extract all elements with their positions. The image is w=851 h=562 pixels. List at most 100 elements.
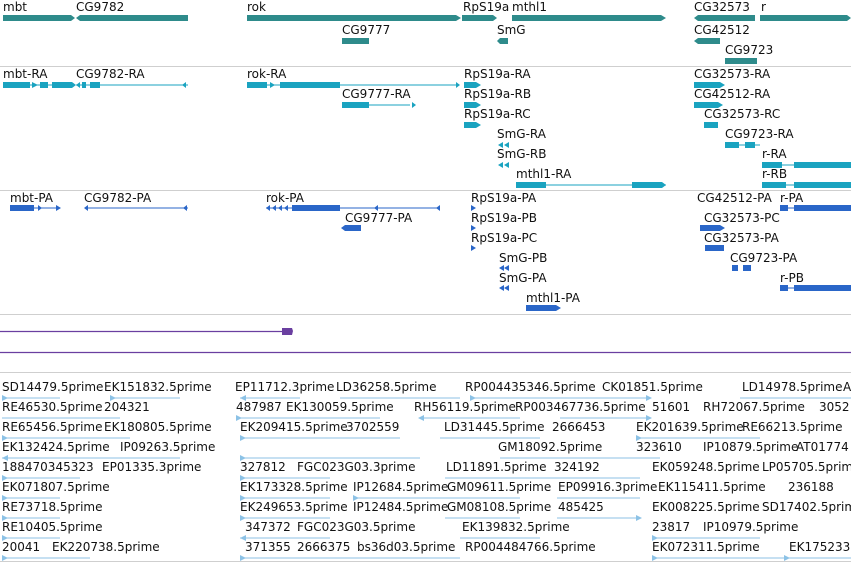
transcript-label[interactable]: CG9723-RA — [725, 127, 794, 141]
protein-label[interactable]: mbt-PA — [10, 191, 54, 205]
est-label[interactable]: CK01851.5prime — [602, 380, 703, 394]
transcript-label[interactable]: CG42512-RA — [694, 87, 771, 101]
est-label[interactable]: LD36258.5prime — [336, 380, 437, 394]
transcript-label[interactable]: CG9782-RA — [76, 67, 145, 81]
est-label[interactable]: EK132424.5prime — [2, 440, 110, 454]
transcript-label[interactable]: SmG-RA — [497, 127, 546, 141]
gene-label[interactable]: mthl1 — [512, 0, 547, 14]
est-label[interactable]: LD31445.5prime — [444, 420, 545, 434]
est-label[interactable]: 3702559 — [346, 420, 400, 434]
est-label[interactable]: 487987 — [236, 400, 282, 414]
gene-label[interactable]: RpS19a — [463, 0, 510, 14]
est-label[interactable]: 23817 — [652, 520, 691, 534]
transcript-label[interactable]: RpS19a-RA — [464, 67, 531, 81]
est-label[interactable]: RE65456.5prime — [2, 420, 103, 434]
est-label[interactable]: EK115411.5prime — [658, 480, 766, 494]
est-label[interactable]: AT01774 — [796, 440, 849, 454]
est-label[interactable]: RH56119.5prime — [414, 400, 516, 414]
est-label[interactable]: 324192 — [554, 460, 600, 474]
protein-label[interactable]: CG9723-PA — [730, 251, 798, 265]
est-label[interactable]: EK072311.5prime — [652, 540, 760, 554]
protein-label[interactable]: CG9777-PA — [345, 211, 413, 225]
est-label[interactable]: RE46530.5prime — [2, 400, 103, 414]
est-label[interactable]: RP004435346.5prime — [465, 380, 596, 394]
est-label[interactable]: RP003467736.5prime — [515, 400, 646, 414]
est-label[interactable]: EP11712.3prime — [235, 380, 335, 394]
est-label[interactable]: FGC023G03.5prime — [297, 520, 416, 534]
protein-label[interactable]: RpS19a-PA — [471, 191, 537, 205]
est-label[interactable]: IP10979.5prime — [703, 520, 799, 534]
est-label[interactable]: EK201639.5prime — [636, 420, 744, 434]
est-label[interactable]: SD14479.5prime — [2, 380, 104, 394]
protein-label[interactable]: CG42512-PA — [697, 191, 772, 205]
transcript-label[interactable]: CG9777-RA — [342, 87, 411, 101]
est-label[interactable]: 327812 — [240, 460, 286, 474]
protein-label[interactable]: r-PA — [780, 191, 804, 205]
est-label[interactable]: EK175233 — [789, 540, 851, 554]
transcript-label[interactable]: CG32573-RA — [694, 67, 771, 81]
transcript-label[interactable]: r-RA — [762, 147, 787, 161]
est-label[interactable]: EK249653.5prime — [240, 500, 348, 514]
est-label[interactable]: EK209415.5prime — [240, 420, 348, 434]
est-label[interactable]: EK180805.5prime — [104, 420, 212, 434]
transcript-label[interactable]: CG32573-RC — [704, 107, 781, 121]
est-label[interactable]: 20041 — [2, 540, 41, 554]
protein-label[interactable]: CG32573-PC — [704, 211, 780, 225]
est-label[interactable]: 204321 — [104, 400, 150, 414]
est-label[interactable]: LD14978.5prime — [742, 380, 843, 394]
protein-label[interactable]: RpS19a-PB — [471, 211, 537, 225]
gene-label[interactable]: CG9723 — [725, 43, 774, 57]
est-label[interactable]: EP01335.3prime — [102, 460, 202, 474]
est-label[interactable]: EK139832.5prime — [462, 520, 570, 534]
est-label[interactable]: EK059248.5prime — [652, 460, 760, 474]
est-label[interactable]: RE73718.5prime — [2, 500, 103, 514]
est-label[interactable]: RP004484766.5prime — [465, 540, 596, 554]
est-label[interactable]: EK220738.5prime — [52, 540, 160, 554]
gene-label[interactable]: CG9782 — [76, 0, 125, 14]
protein-label[interactable]: SmG-PB — [499, 251, 548, 265]
est-label[interactable]: A — [843, 380, 851, 394]
est-label[interactable]: EP09916.3prime — [558, 480, 658, 494]
gene-label[interactable]: mbt — [3, 0, 28, 14]
ruler-track[interactable] — [0, 328, 851, 354]
protein-label[interactable]: RpS19a-PC — [471, 231, 538, 245]
gene-label[interactable]: SmG — [497, 23, 526, 37]
est-label[interactable]: EK151832.5prime — [104, 380, 212, 394]
est-label[interactable]: GM08108.5prime — [447, 500, 552, 514]
est-label[interactable]: 51601 — [652, 400, 691, 414]
est-label[interactable]: bs36d03.5prime — [357, 540, 456, 554]
est-label[interactable]: 236188 — [788, 480, 834, 494]
est-label[interactable]: IP12484.5prime — [353, 500, 449, 514]
transcript-label[interactable]: mthl1-RA — [516, 167, 572, 181]
est-label[interactable]: GM18092.5prime — [498, 440, 603, 454]
est-label[interactable]: 3052 — [819, 400, 850, 414]
protein-label[interactable]: CG9782-PA — [84, 191, 152, 205]
est-label[interactable]: 2666375 — [297, 540, 351, 554]
gene-label[interactable]: CG9777 — [342, 23, 391, 37]
protein-label[interactable]: CG32573-PA — [704, 231, 779, 245]
est-label[interactable]: 2666453 — [552, 420, 606, 434]
gene-label[interactable]: CG42512 — [694, 23, 750, 37]
transcript-label[interactable]: mbt-RA — [3, 67, 48, 81]
est-label[interactable]: FGC023G03.3prime — [297, 460, 416, 474]
transcript-label[interactable]: SmG-RB — [497, 147, 547, 161]
est-label[interactable]: RE10405.5prime — [2, 520, 103, 534]
est-label[interactable]: 188470345323 — [2, 460, 94, 474]
protein-label[interactable]: r-PB — [780, 271, 804, 285]
est-label[interactable]: IP10879.5prime — [703, 440, 799, 454]
est-label[interactable]: 371355 — [245, 540, 291, 554]
transcript-label[interactable]: r-RB — [762, 167, 788, 181]
est-label[interactable]: LP05705.5prime — [762, 460, 851, 474]
est-label[interactable]: 347372 — [245, 520, 291, 534]
gene-label[interactable]: CG32573 — [694, 0, 750, 14]
protein-label[interactable]: rok-PA — [266, 191, 304, 205]
est-label[interactable]: IP09263.5prime — [120, 440, 216, 454]
est-label[interactable]: LD11891.5prime — [446, 460, 547, 474]
protein-label[interactable]: mthl1-PA — [526, 291, 580, 305]
transcript-label[interactable]: rok-RA — [247, 67, 287, 81]
est-label[interactable]: SD17402.5prime — [762, 500, 851, 514]
est-label[interactable]: EK173328.5prime — [240, 480, 348, 494]
gene-label[interactable]: rok — [247, 0, 266, 14]
est-label[interactable]: RH72067.5prime — [703, 400, 805, 414]
est-label[interactable]: 485425 — [558, 500, 604, 514]
